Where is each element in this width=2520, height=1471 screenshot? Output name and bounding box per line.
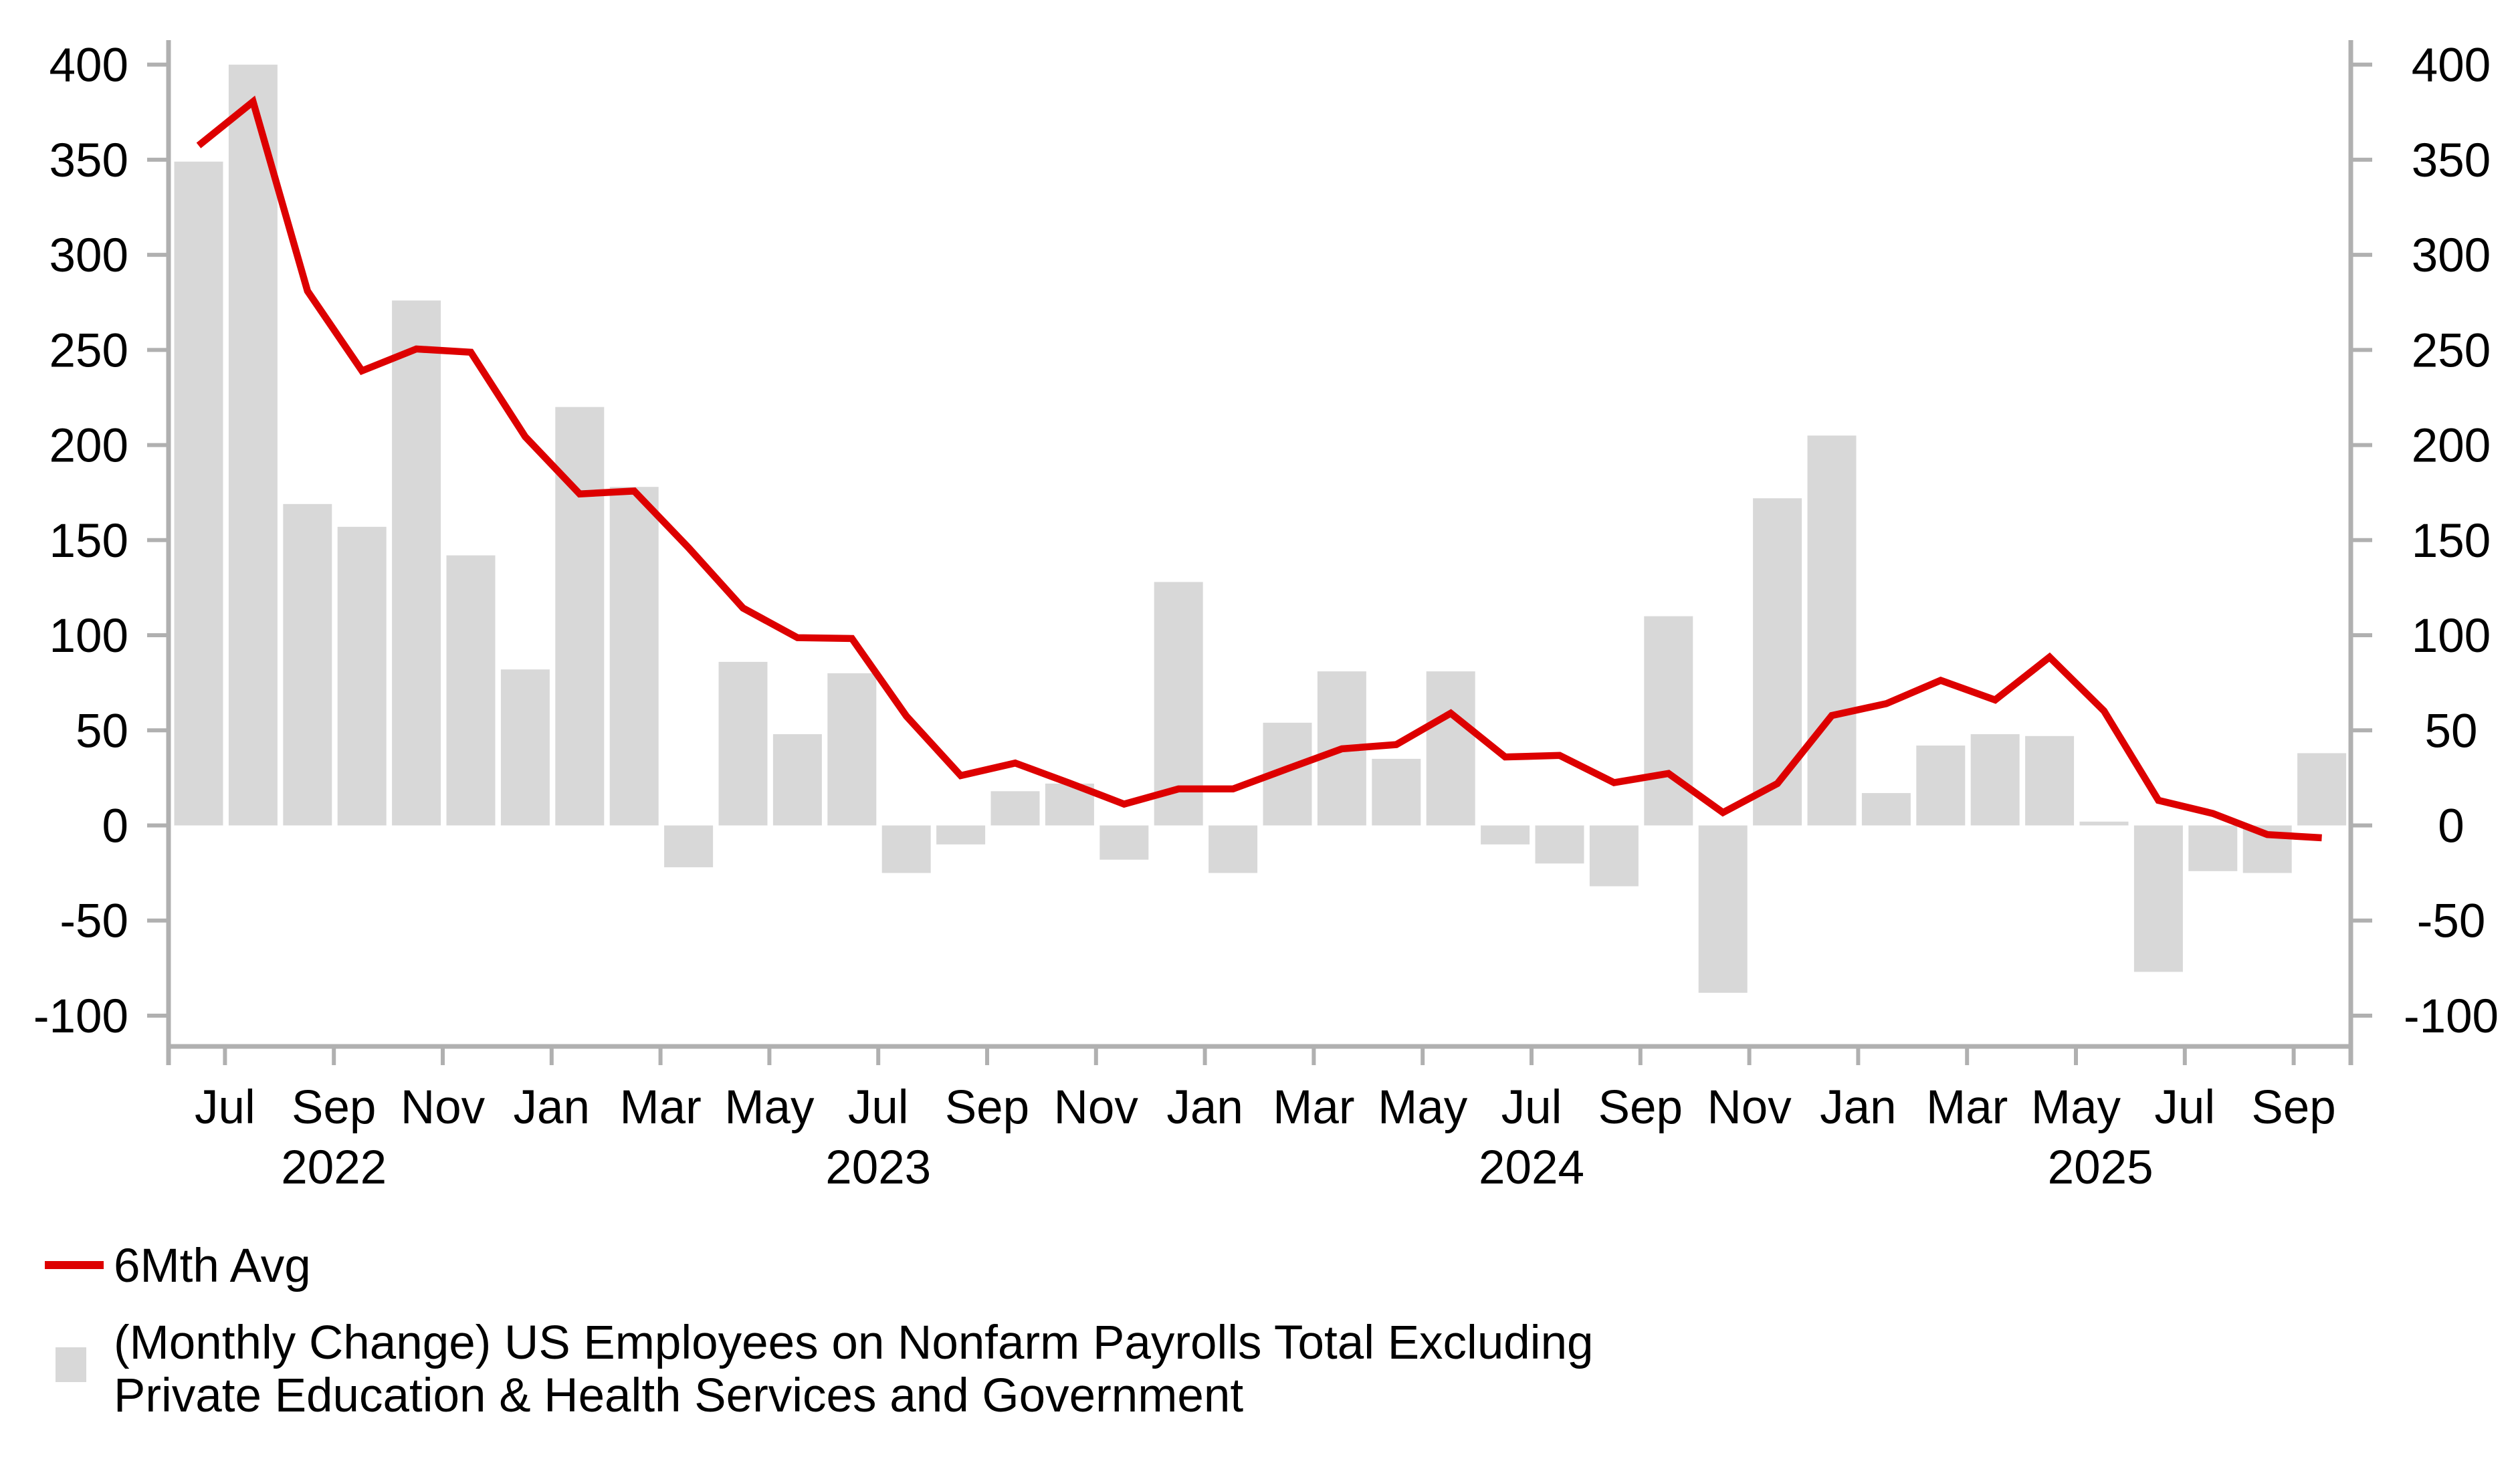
- x-tick-label: Mar: [1926, 1081, 2008, 1134]
- y-tick-label-right: 0: [2438, 800, 2464, 853]
- x-tick-label: Sep: [1598, 1081, 1683, 1134]
- x-tick-label: Jan: [1820, 1081, 1896, 1134]
- bar-apr-2023: [718, 661, 768, 826]
- y-tick-label-left: 250: [49, 324, 128, 377]
- bar-jan-2024: [1209, 825, 1258, 873]
- bar-aug-2022: [283, 503, 332, 826]
- y-tick-label-left: 100: [49, 610, 128, 663]
- y-tick-label-right: 400: [2412, 39, 2491, 92]
- x-tick-label: Mar: [1273, 1081, 1354, 1134]
- bar-feb-2025: [1916, 746, 1966, 826]
- bar-mar-2023: [664, 825, 714, 868]
- bar-may-2024: [1426, 671, 1475, 826]
- bar-oct-2024: [1698, 825, 1748, 993]
- y-tick-label-right: 100: [2412, 610, 2491, 663]
- line-legend-swatch: [45, 1261, 104, 1269]
- x-tick-label: May: [2031, 1081, 2121, 1134]
- y-tick-label-right: -50: [2417, 895, 2486, 948]
- bar-mar-2025: [1970, 734, 2020, 826]
- x-tick-label: Nov: [401, 1081, 486, 1134]
- y-tick-label-left: -50: [60, 895, 128, 948]
- x-year-label: 2022: [281, 1141, 387, 1194]
- bar-jul-2025: [2188, 825, 2238, 871]
- y-tick-label-right: 250: [2412, 324, 2491, 377]
- bar-legend-swatch: [56, 1347, 86, 1382]
- x-tick-label: Mar: [619, 1081, 701, 1134]
- x-tick-label: Sep: [2251, 1081, 2335, 1134]
- y-tick-label-left: 0: [102, 800, 129, 853]
- bar-oct-2022: [392, 300, 441, 826]
- bar-aug-2023: [936, 825, 986, 844]
- y-tick-label-right: 300: [2412, 229, 2491, 282]
- bar-dec-2023: [1154, 582, 1203, 826]
- bar-dec-2024: [1807, 435, 1857, 826]
- x-tick-label: Nov: [1054, 1081, 1139, 1134]
- bar-nov-2024: [1753, 498, 1802, 826]
- y-tick-label-right: 200: [2412, 420, 2491, 473]
- y-tick-label-left: 400: [49, 39, 128, 92]
- legend: 6Mth Avg (Monthly Change) US Employees o…: [45, 1240, 1594, 1422]
- x-tick-label: May: [724, 1081, 815, 1134]
- bar-sep-2022: [337, 526, 387, 826]
- x-tick-label: Jul: [2154, 1081, 2215, 1134]
- bar-may-2025: [2079, 821, 2129, 826]
- bar-sep-2024: [1644, 616, 1693, 826]
- x-tick-label: Jul: [1501, 1081, 1562, 1134]
- y-tick-label-right: 50: [2425, 705, 2478, 758]
- axes-layer: 400 400 350 350 300 300 250 250 200 200 150 150 100 1…: [33, 39, 2499, 1194]
- x-tick-label: Jan: [514, 1081, 590, 1134]
- six-month-avg-line: [196, 96, 2322, 842]
- bar-jul-2023: [881, 825, 931, 873]
- bar-jul-2022: [228, 64, 278, 826]
- x-tick-label: Nov: [1707, 1081, 1792, 1134]
- bar-may-2023: [772, 734, 822, 826]
- bar-nov-2023: [1099, 825, 1149, 860]
- y-tick-label-right: 350: [2412, 134, 2491, 187]
- y-tick-label-left: -100: [33, 990, 128, 1043]
- bar-dec-2022: [500, 669, 550, 826]
- x-tick-label: Jan: [1166, 1081, 1243, 1134]
- bar-jun-2022: [174, 161, 223, 826]
- y-tick-label-left: 350: [49, 134, 128, 187]
- bar-jun-2024: [1481, 825, 1530, 844]
- x-tick-label: Jul: [848, 1081, 909, 1134]
- x-tick-label: Sep: [945, 1081, 1029, 1134]
- x-year-label: 2024: [1479, 1141, 1584, 1194]
- bar-jan-2023: [555, 407, 605, 826]
- y-tick-label-left: 300: [49, 229, 128, 282]
- bar-apr-2025: [2025, 735, 2075, 826]
- x-tick-label: Jul: [195, 1081, 255, 1134]
- y-tick-label-right: 150: [2412, 515, 2491, 568]
- y-tick-label-left: 200: [49, 420, 128, 473]
- bar-jul-2024: [1535, 825, 1584, 864]
- bar-jan-2025: [1861, 793, 1911, 826]
- bar-aug-2024: [1589, 825, 1639, 887]
- bar-legend-label-line2: Private Education & Health Services and …: [114, 1369, 1243, 1422]
- y-tick-label-right: -100: [2404, 990, 2499, 1043]
- x-year-label: 2023: [825, 1141, 931, 1194]
- bar-feb-2023: [609, 487, 659, 826]
- bar-legend-label-line1: (Monthly Change) US Employees on Nonfarm…: [114, 1317, 1594, 1369]
- line-legend-label: 6Mth Avg: [114, 1240, 311, 1292]
- x-year-label: 2025: [2048, 1141, 2154, 1194]
- bar-jun-2023: [827, 673, 877, 826]
- y-tick-label-left: 50: [76, 705, 128, 758]
- x-tick-label: Sep: [292, 1081, 376, 1134]
- bar-jun-2025: [2133, 825, 2183, 972]
- bar-sep-2025: [2297, 753, 2347, 826]
- bar-apr-2024: [1372, 758, 1421, 826]
- bar-nov-2022: [446, 555, 496, 826]
- bar-sep-2023: [990, 791, 1040, 826]
- bars-layer: [174, 64, 2347, 993]
- x-tick-label: May: [1378, 1081, 1468, 1134]
- y-tick-label-left: 150: [49, 515, 128, 568]
- avg-line-layer: [196, 96, 2322, 842]
